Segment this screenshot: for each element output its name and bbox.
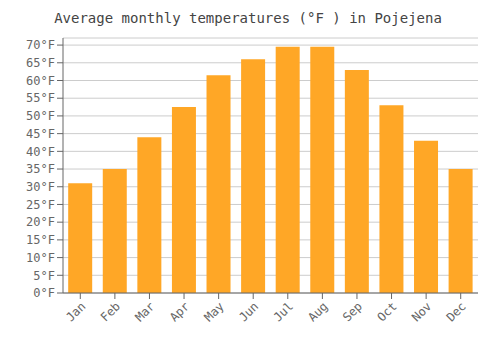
html-text:Average monthly temperatures (: Average monthly temperatures (°F ) in Po…: [54, 10, 442, 26]
svg-text:May: May: [202, 299, 227, 324]
svg-text:45°F: 45°F: [26, 127, 55, 141]
svg-text:30°F: 30°F: [26, 180, 55, 194]
svg-text:10°F: 10°F: [26, 251, 55, 265]
svg-text:25°F: 25°F: [26, 198, 55, 212]
svg-text:Apr: Apr: [167, 299, 192, 324]
svg-text:50°F: 50°F: [26, 109, 55, 123]
svg-text:35°F: 35°F: [26, 162, 55, 176]
svg-text:15°F: 15°F: [26, 233, 55, 247]
svg-text:0°F: 0°F: [33, 286, 55, 300]
svg-text:Sep: Sep: [340, 299, 365, 324]
svg-text:Jul: Jul: [271, 299, 296, 324]
svg-text:Feb: Feb: [98, 299, 123, 324]
svg-text:Aug: Aug: [305, 299, 330, 324]
svg-text:40°F: 40°F: [26, 145, 55, 159]
svg-text:5°F: 5°F: [33, 269, 55, 283]
svg-text:Jan: Jan: [63, 299, 88, 324]
svg-text:Oct: Oct: [374, 299, 399, 324]
svg-text:Mar: Mar: [132, 299, 157, 324]
svg-text:55°F: 55°F: [26, 91, 55, 105]
svg-text:60°F: 60°F: [26, 74, 55, 88]
svg-text:20°F: 20°F: [26, 215, 55, 229]
svg-text:65°F: 65°F: [26, 56, 55, 70]
svg-text:Nov: Nov: [409, 299, 434, 324]
svg-text:70°F: 70°F: [26, 38, 55, 52]
svg-text:Jun: Jun: [236, 299, 261, 324]
svg-text:Dec: Dec: [444, 299, 469, 324]
